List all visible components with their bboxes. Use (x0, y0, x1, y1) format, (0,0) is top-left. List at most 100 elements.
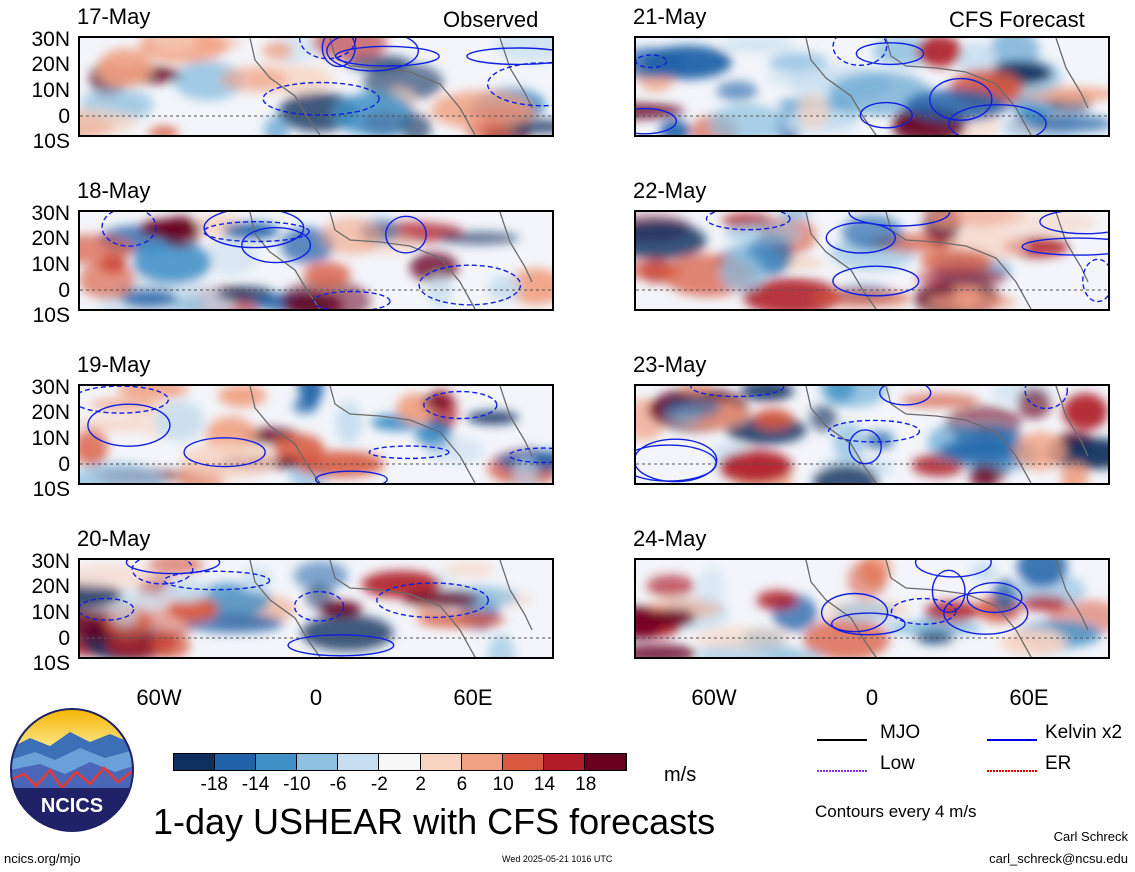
kelvin-contour (966, 581, 1023, 614)
kelvin-contour (334, 45, 440, 67)
colorbar-swatch (174, 754, 216, 770)
colorbar-tick-label: -2 (370, 774, 388, 795)
colorbar-swatch (297, 754, 339, 770)
panel-date-label: 20-May (77, 526, 151, 551)
coastline (805, 560, 1089, 657)
shear-shading (636, 38, 1108, 135)
colorbar-swatch (420, 754, 462, 770)
kelvin-contour (423, 390, 498, 420)
kelvin-contour (636, 54, 668, 69)
colorbar-swatch (584, 754, 627, 770)
lat-tick-label: 20N (31, 227, 70, 250)
figure-title: 1-day USHEAR with CFS forecasts (153, 801, 716, 842)
colorbar-tick-label: -6 (329, 774, 347, 795)
shear-shading (636, 212, 1097, 309)
kelvin-contour (825, 222, 897, 254)
panel-date-label: 23-May (633, 352, 707, 377)
kelvin-contour (508, 447, 552, 464)
colorbar-tick-label: 6 (456, 774, 468, 795)
footer-url: ncics.org/mjo (4, 851, 81, 866)
lat-tick-label: 10S (32, 652, 70, 675)
lat-tick-label: 10N (31, 79, 70, 102)
kelvin-contour (948, 104, 1047, 135)
kelvin-contour (262, 81, 380, 116)
lat-tick-label: 10S (32, 304, 70, 327)
kelvin-contour (855, 42, 925, 66)
kelvin-contour (832, 38, 888, 66)
kelvin-contour (890, 597, 957, 625)
coastline (249, 560, 533, 657)
coastline (805, 386, 1089, 483)
lat-tick-label: 20N (31, 575, 70, 598)
colorbar-swatch (543, 754, 585, 770)
kelvin-contour (466, 47, 552, 66)
legend-line-low (817, 761, 867, 779)
contour-legend: MJO Kelvin x2 Low ER (817, 723, 1135, 783)
panel-date-label: 21-May (633, 4, 707, 29)
panel-date-label: 24-May (633, 526, 707, 551)
legend-label: MJO (880, 722, 921, 743)
colorbar-swatch (256, 754, 298, 770)
colorbar-swatch (461, 754, 503, 770)
kelvin-contour (943, 591, 1029, 635)
legend-label: Kelvin x2 (1045, 722, 1123, 743)
kelvin-contour (418, 264, 522, 306)
legend-label: Low (880, 753, 915, 774)
kelvin-contour (376, 582, 489, 619)
colorbar-tick-label: -14 (241, 774, 270, 795)
footer-author: Carl Schreck (1053, 829, 1128, 844)
kelvin-contour (314, 470, 388, 483)
lon-tick-label: 60W (136, 685, 182, 710)
shear-shading (80, 215, 552, 309)
cfs-forecast-label: CFS Forecast (949, 7, 1085, 32)
kelvin-contour (832, 265, 920, 297)
colorbar-tick-label: 14 (533, 774, 556, 795)
kelvin-contour (820, 592, 889, 633)
kelvin-contour (1024, 386, 1068, 410)
kelvin-contour (1039, 212, 1108, 235)
colorbar-units: m/s (664, 764, 697, 786)
lat-tick-label: 0 (58, 105, 70, 128)
lat-tick-label: 10N (31, 253, 70, 276)
lat-tick-label: 20N (31, 53, 70, 76)
kelvin-contour (636, 438, 718, 483)
colorbar-swatch (215, 754, 257, 770)
colorbar-tick-label: 2 (415, 774, 426, 795)
lat-tick-label: 30N (31, 550, 70, 573)
coastline (805, 38, 1089, 135)
map-panel (78, 384, 554, 485)
kelvin-contour (203, 212, 305, 249)
lon-tick-label: 0 (309, 685, 323, 710)
lat-tick-label: 0 (58, 627, 70, 650)
kelvin-contour (859, 101, 913, 129)
panel-date-label: 19-May (77, 352, 151, 377)
kelvin-contour (830, 612, 906, 636)
lon-tick-label: 60E (453, 685, 493, 710)
kelvin-contour (202, 221, 310, 243)
kelvin-contour (931, 569, 966, 613)
lat-tick-label: 10S (32, 478, 70, 501)
map-panel (78, 36, 554, 137)
kelvin-contour (101, 212, 157, 247)
kelvin-contour (385, 215, 427, 254)
lat-tick-label: 20N (31, 401, 70, 424)
lon-tick-label: 60W (691, 685, 737, 710)
map-panel (634, 558, 1110, 659)
lat-tick-label: 10S (32, 130, 70, 153)
shear-shading (636, 560, 1108, 657)
legend-line-er (987, 761, 1037, 779)
ncics-logo: NCICS (10, 708, 134, 832)
kelvin-contour (914, 560, 992, 578)
kelvin-contour (293, 590, 345, 622)
colorbar-tick-label: -10 (283, 774, 311, 795)
kelvin-contour (848, 212, 951, 227)
contour-note: Contours every 4 m/s (815, 802, 977, 821)
colorbar-swatch (338, 754, 380, 770)
map-panel (634, 210, 1110, 311)
map-panel (78, 210, 554, 311)
lat-tick-label: 30N (31, 28, 70, 51)
kelvin-contour (1021, 237, 1108, 256)
colorbar (173, 753, 627, 771)
kelvin-contour (80, 386, 169, 414)
kelvin-contour (848, 429, 882, 465)
